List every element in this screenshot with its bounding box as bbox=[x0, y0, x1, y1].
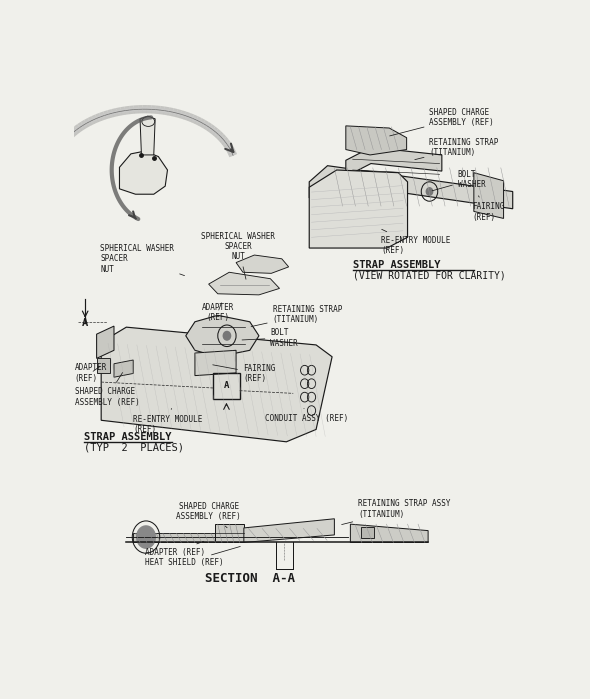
Polygon shape bbox=[350, 524, 428, 542]
Polygon shape bbox=[309, 170, 408, 248]
Text: STRAP ASSEMBLY: STRAP ASSEMBLY bbox=[84, 432, 171, 442]
Text: RE-ENTRY MODULE
(REF): RE-ENTRY MODULE (REF) bbox=[381, 229, 450, 255]
Polygon shape bbox=[133, 533, 220, 542]
Text: ADAPTER
(REF): ADAPTER (REF) bbox=[75, 363, 107, 382]
FancyBboxPatch shape bbox=[97, 358, 110, 373]
Polygon shape bbox=[346, 126, 407, 155]
Text: BOLT
WASHER: BOLT WASHER bbox=[242, 329, 298, 347]
Polygon shape bbox=[114, 360, 133, 377]
Polygon shape bbox=[309, 166, 513, 209]
Circle shape bbox=[427, 188, 432, 195]
Polygon shape bbox=[119, 151, 168, 194]
Text: SPHERICAL WASHER
SPACER
NUT: SPHERICAL WASHER SPACER NUT bbox=[100, 244, 185, 275]
Text: HEAT SHIELD (REF): HEAT SHIELD (REF) bbox=[145, 547, 240, 568]
Polygon shape bbox=[195, 350, 236, 375]
Polygon shape bbox=[209, 272, 280, 295]
Text: BOLT
WASHER: BOLT WASHER bbox=[432, 170, 486, 191]
Polygon shape bbox=[346, 147, 442, 176]
Ellipse shape bbox=[142, 117, 155, 127]
Text: FAIRING
(REF): FAIRING (REF) bbox=[213, 363, 276, 383]
Text: SHAPED CHARGE
ASSEMBLY (REF): SHAPED CHARGE ASSEMBLY (REF) bbox=[176, 502, 241, 528]
Text: SHAPED CHARGE
ASSEMBLY (REF): SHAPED CHARGE ASSEMBLY (REF) bbox=[75, 373, 139, 407]
Polygon shape bbox=[236, 255, 289, 273]
Text: SHAPED CHARGE
ASSEMBLY (REF): SHAPED CHARGE ASSEMBLY (REF) bbox=[389, 108, 494, 136]
Text: RETAINING STRAP
(TITANIUM): RETAINING STRAP (TITANIUM) bbox=[415, 138, 499, 159]
Text: STRAP ASSEMBLY: STRAP ASSEMBLY bbox=[353, 260, 440, 270]
Text: A: A bbox=[224, 382, 229, 390]
Polygon shape bbox=[140, 116, 155, 155]
Text: ADAPTER
(REF): ADAPTER (REF) bbox=[202, 303, 234, 322]
Text: ADAPTER (REF): ADAPTER (REF) bbox=[145, 541, 205, 556]
Text: RETAINING STRAP ASSY
(TITANIUM): RETAINING STRAP ASSY (TITANIUM) bbox=[342, 499, 451, 524]
Text: SECTION  A-A: SECTION A-A bbox=[205, 572, 295, 585]
Text: A: A bbox=[82, 318, 88, 329]
Polygon shape bbox=[474, 173, 503, 218]
Text: SPHERICAL WASHER
SPACER
NUT: SPHERICAL WASHER SPACER NUT bbox=[201, 231, 276, 279]
Text: RETAINING STRAP
(TITANIUM): RETAINING STRAP (TITANIUM) bbox=[251, 305, 342, 326]
Circle shape bbox=[223, 331, 231, 340]
Polygon shape bbox=[215, 524, 244, 542]
Polygon shape bbox=[186, 315, 259, 356]
Text: CONDUIT ASSY (REF): CONDUIT ASSY (REF) bbox=[265, 408, 348, 423]
Text: (VIEW ROTATED FOR CLARITY): (VIEW ROTATED FOR CLARITY) bbox=[353, 271, 506, 281]
Text: (TYP  2  PLACES): (TYP 2 PLACES) bbox=[84, 443, 184, 453]
Polygon shape bbox=[244, 519, 335, 542]
Polygon shape bbox=[97, 326, 114, 359]
Polygon shape bbox=[101, 327, 332, 442]
Text: FAIRING
(REF): FAIRING (REF) bbox=[473, 196, 505, 222]
Circle shape bbox=[136, 525, 156, 549]
Text: RE-ENTRY MODULE
(REF): RE-ENTRY MODULE (REF) bbox=[133, 408, 202, 434]
FancyBboxPatch shape bbox=[361, 527, 373, 538]
